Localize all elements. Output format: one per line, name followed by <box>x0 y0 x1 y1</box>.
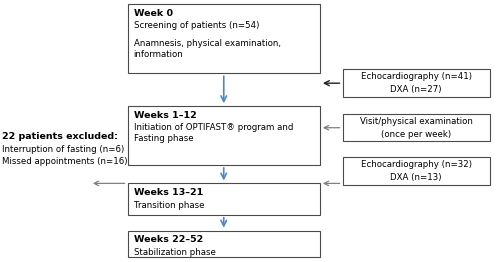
Text: (once per week): (once per week) <box>381 130 452 139</box>
Text: Week 0: Week 0 <box>134 9 172 18</box>
Bar <box>342 114 490 141</box>
Bar <box>342 69 490 97</box>
Text: information: information <box>134 50 183 59</box>
Bar <box>128 183 320 215</box>
Text: Anamnesis, physical examination,: Anamnesis, physical examination, <box>134 39 280 48</box>
Text: DXA (n=27): DXA (n=27) <box>390 85 442 94</box>
Text: Weeks 22–52: Weeks 22–52 <box>134 235 203 244</box>
Text: Transition phase: Transition phase <box>134 201 204 210</box>
Bar <box>128 231 320 257</box>
Bar <box>128 106 320 165</box>
Text: Missed appointments (n=16): Missed appointments (n=16) <box>2 157 128 166</box>
Text: Screening of patients (n=54): Screening of patients (n=54) <box>134 21 259 30</box>
Bar <box>342 157 490 185</box>
Text: Visit/physical examination: Visit/physical examination <box>360 117 472 126</box>
Text: Initiation of OPTIFAST® program and: Initiation of OPTIFAST® program and <box>134 123 293 132</box>
Text: 22 patients excluded:: 22 patients excluded: <box>2 132 118 141</box>
Text: Echocardiography (n=32): Echocardiography (n=32) <box>361 160 472 169</box>
Text: Fasting phase: Fasting phase <box>134 134 193 143</box>
Text: DXA (n=13): DXA (n=13) <box>390 173 442 182</box>
Bar <box>128 4 320 73</box>
Text: Stabilization phase: Stabilization phase <box>134 248 216 257</box>
Text: Weeks 1–12: Weeks 1–12 <box>134 111 196 120</box>
Text: Interruption of fasting (n=6): Interruption of fasting (n=6) <box>2 145 125 154</box>
Text: Weeks 13–21: Weeks 13–21 <box>134 188 203 197</box>
Text: Echocardiography (n=41): Echocardiography (n=41) <box>361 72 472 81</box>
